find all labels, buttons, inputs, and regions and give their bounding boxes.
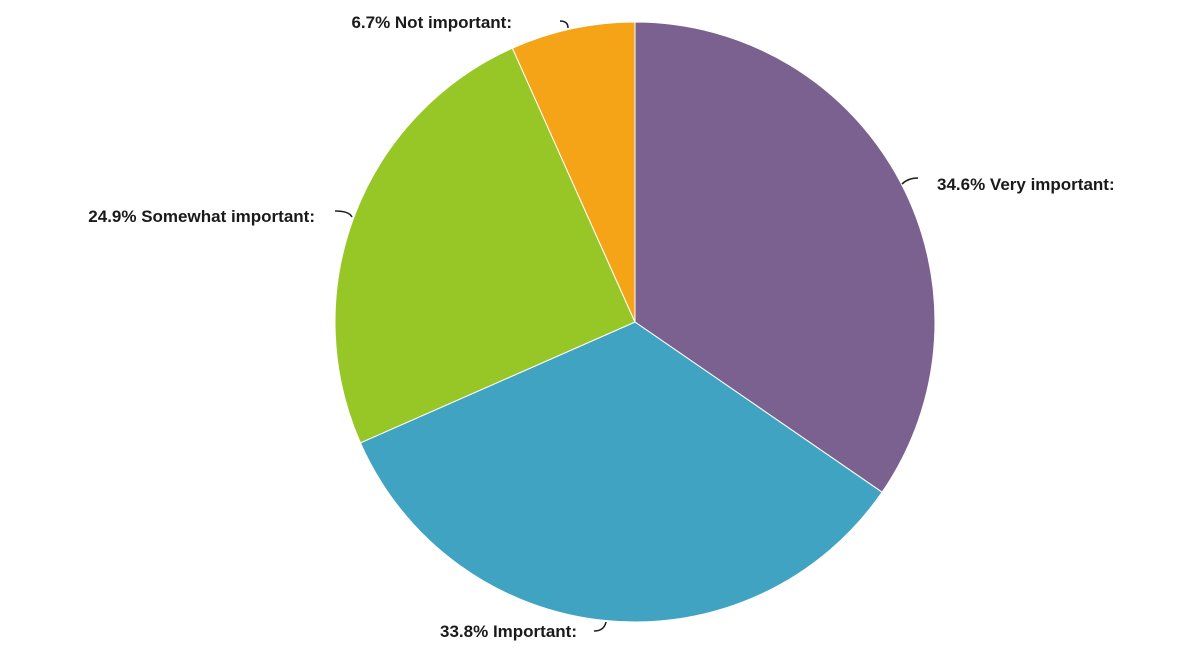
leader-line	[559, 20, 569, 29]
pie-slice-somewhat-important	[334, 47, 636, 444]
slices-layer	[334, 21, 936, 623]
slice-label: 24.9% Somewhat important:	[88, 207, 315, 226]
leader-line	[901, 177, 919, 185]
slice-label: 33.8% Important:	[440, 622, 577, 641]
leader-line	[593, 621, 607, 632]
slice-label: 6.7% Not important:	[351, 13, 512, 32]
labels-layer: 34.6% Very important: 33.8% Important: 24.…	[88, 13, 1114, 641]
leader-line	[334, 210, 353, 218]
leaders-layer	[334, 20, 919, 632]
pie-slice-not-important	[511, 21, 636, 323]
slice-label: 34.6% Very important:	[937, 175, 1115, 194]
pie-slice-important	[359, 321, 883, 623]
pie-slice-very-important	[634, 21, 936, 493]
